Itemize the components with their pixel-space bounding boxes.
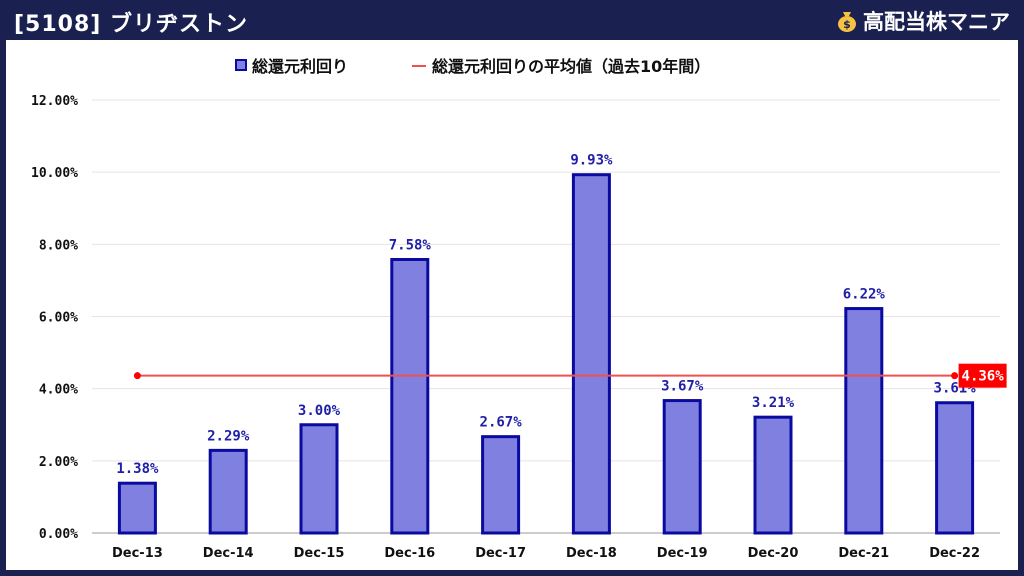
x-tick-label: Dec-13	[112, 546, 163, 561]
y-tick-label: 4.00%	[39, 383, 78, 398]
bar	[390, 257, 430, 535]
legend-label-average: 総還元利回りの平均値（過去10年間）	[432, 57, 710, 76]
y-tick-label: 12.00%	[31, 94, 78, 109]
x-tick-label: Dec-18	[566, 546, 617, 561]
x-tick-label: Dec-19	[657, 546, 708, 561]
legend-bar-swatch	[235, 59, 247, 71]
legend: 総還元利回り 総還元利回りの平均値（過去10年間）	[235, 57, 710, 76]
data-label: 9.93%	[570, 153, 613, 169]
chart-panel: 0.00% 2.00% 4.00% 6.00% 8.00% 10.00% 12.00% 1.…	[6, 40, 1018, 570]
y-tick-label: 10.00%	[31, 166, 78, 181]
bar	[571, 173, 611, 535]
bar	[844, 307, 884, 535]
bar	[299, 423, 339, 535]
data-label: 3.00%	[298, 403, 341, 419]
data-label: 3.21%	[752, 395, 795, 411]
bar	[662, 399, 702, 535]
x-tick-label: Dec-15	[294, 546, 345, 561]
svg-text:$: $	[843, 18, 851, 31]
bar	[117, 481, 157, 535]
bar	[935, 401, 975, 535]
x-tick-label: Dec-20	[748, 546, 799, 561]
x-tick-label: Dec-16	[384, 546, 435, 561]
average-label: 4.36%	[962, 369, 1005, 385]
x-tick-label: Dec-17	[475, 546, 526, 561]
page-title: [5108] ブリヂストン	[14, 12, 248, 37]
data-label: 2.67%	[480, 415, 523, 431]
money-bag-icon: $	[838, 12, 856, 32]
x-tick-label: Dec-14	[203, 546, 254, 561]
brand-name: 高配当株マニア	[863, 10, 1010, 34]
average-end-marker	[951, 372, 959, 380]
data-label: 2.29%	[207, 428, 250, 444]
y-tick-label: 0.00%	[39, 527, 78, 542]
x-tick-label: Dec-22	[929, 546, 980, 561]
legend-label-bars: 総還元利回り	[252, 57, 348, 76]
bar-chart: 0.00% 2.00% 4.00% 6.00% 8.00% 10.00% 12.00% 1.…	[31, 57, 1007, 561]
average-line-group: 4.36%	[133, 363, 1007, 388]
brand-logo: $ 高配当株マニア	[837, 6, 1010, 36]
y-tick-label: 8.00%	[39, 238, 78, 253]
data-label: 7.58%	[389, 237, 432, 253]
x-axis-ticks: Dec-13 Dec-14 Dec-15 Dec-16 Dec-17 Dec-18 Dec-…	[112, 546, 980, 561]
y-tick-label: 2.00%	[39, 455, 78, 470]
average-label-bg	[958, 363, 1007, 388]
bar	[208, 448, 248, 535]
x-tick-label: Dec-21	[838, 546, 889, 561]
data-label: 6.22%	[843, 287, 886, 303]
data-label: 3.67%	[661, 379, 704, 395]
header-bar: [5108] ブリヂストン $ 高配当株マニア	[0, 0, 1024, 40]
bar	[481, 435, 521, 535]
y-axis-ticks: 0.00% 2.00% 4.00% 6.00% 8.00% 10.00% 12.00%	[31, 94, 78, 542]
average-start-marker	[133, 372, 141, 380]
bar	[753, 415, 793, 535]
data-label: 1.38%	[116, 461, 159, 477]
bars	[117, 173, 975, 535]
y-tick-label: 6.00%	[39, 311, 78, 326]
